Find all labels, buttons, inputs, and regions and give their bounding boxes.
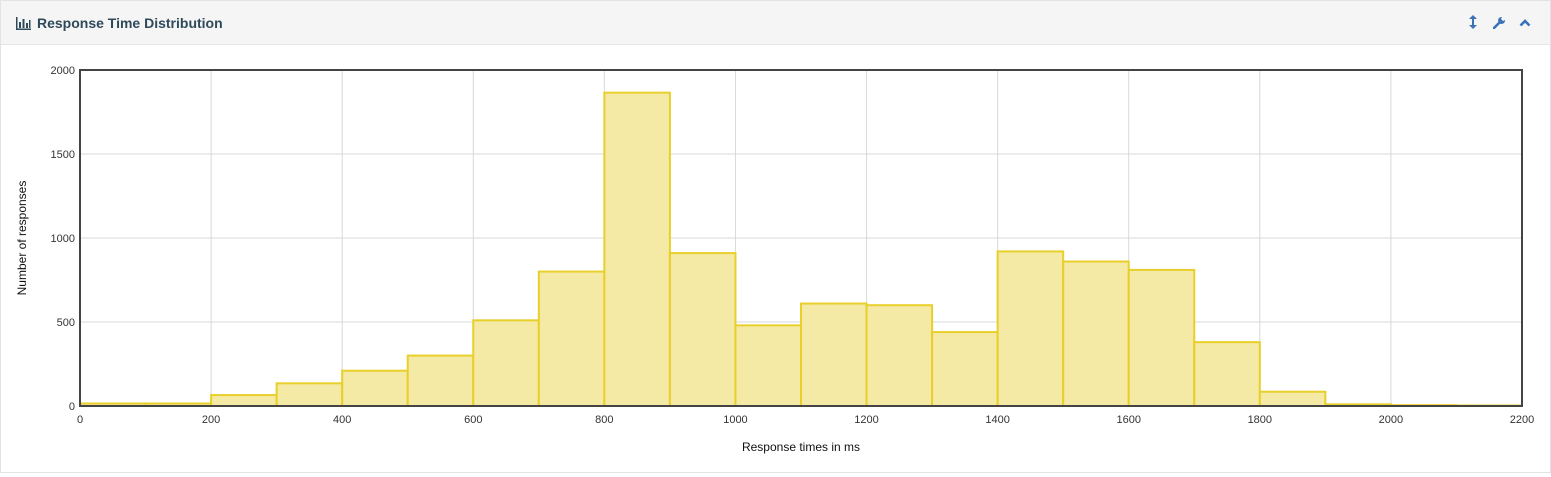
histogram-bar xyxy=(865,304,934,408)
x-tick-label: 1800 xyxy=(1248,414,1272,426)
x-tick-label: 1000 xyxy=(723,414,747,426)
y-tick-label: 500 xyxy=(57,317,75,329)
chevron-up-icon[interactable] xyxy=(1518,15,1532,29)
bar-chart-icon xyxy=(16,16,31,30)
x-tick-label: 800 xyxy=(595,414,613,426)
x-axis-label: Response times in ms xyxy=(742,440,860,454)
histogram-bar xyxy=(1127,268,1196,407)
plot-frame xyxy=(79,69,1523,407)
panel-heading: Response Time Distribution xyxy=(1,1,1550,45)
y-tick-label: 1000 xyxy=(51,233,75,245)
histogram-bar xyxy=(1062,260,1130,407)
y-tick-label: 2000 xyxy=(51,65,75,77)
x-tick-label: 2000 xyxy=(1379,414,1403,426)
vertical-resize-icon[interactable] xyxy=(1466,15,1480,29)
x-tick-label: 1600 xyxy=(1116,414,1140,426)
histogram-bar xyxy=(734,324,802,407)
x-tick-label: 1400 xyxy=(985,414,1009,426)
chart-area: 0 200 400 600 800 1000 1200 1400 1600 1800 2000 220… xyxy=(1,46,1550,472)
histogram-bar xyxy=(603,91,671,408)
histogram-bar xyxy=(341,369,409,407)
histogram-bar xyxy=(668,252,737,407)
histogram-bar xyxy=(472,319,540,408)
x-tick-label: 200 xyxy=(202,414,220,426)
y-tick-label: 0 xyxy=(69,401,75,413)
panel-title-text: Response Time Distribution xyxy=(37,15,223,31)
x-tick-label: 600 xyxy=(464,414,482,426)
x-tick-label: 2200 xyxy=(1510,414,1534,426)
histogram-bar xyxy=(996,250,1065,407)
response-time-histogram: 0 200 400 600 800 1000 1200 1400 1600 1800 2000 220… xyxy=(15,65,1534,454)
histogram-bar xyxy=(406,354,475,408)
x-tick-label: 400 xyxy=(333,414,351,426)
panel-tools xyxy=(1466,15,1532,29)
histogram-bar xyxy=(931,331,999,407)
histogram-bar xyxy=(210,394,278,407)
histogram-bar xyxy=(800,302,868,407)
y-axis-label: Number of responses xyxy=(15,181,29,296)
x-tick-label: 0 xyxy=(77,414,83,426)
histogram-bar xyxy=(1193,341,1261,408)
x-tick-label: 1200 xyxy=(854,414,878,426)
histogram-bar xyxy=(537,270,606,407)
histogram-bar xyxy=(1258,390,1327,408)
histogram-bar xyxy=(275,382,344,408)
wrench-icon[interactable] xyxy=(1492,15,1506,29)
panel-title: Response Time Distribution xyxy=(16,15,223,31)
y-tick-label: 1500 xyxy=(51,149,75,161)
